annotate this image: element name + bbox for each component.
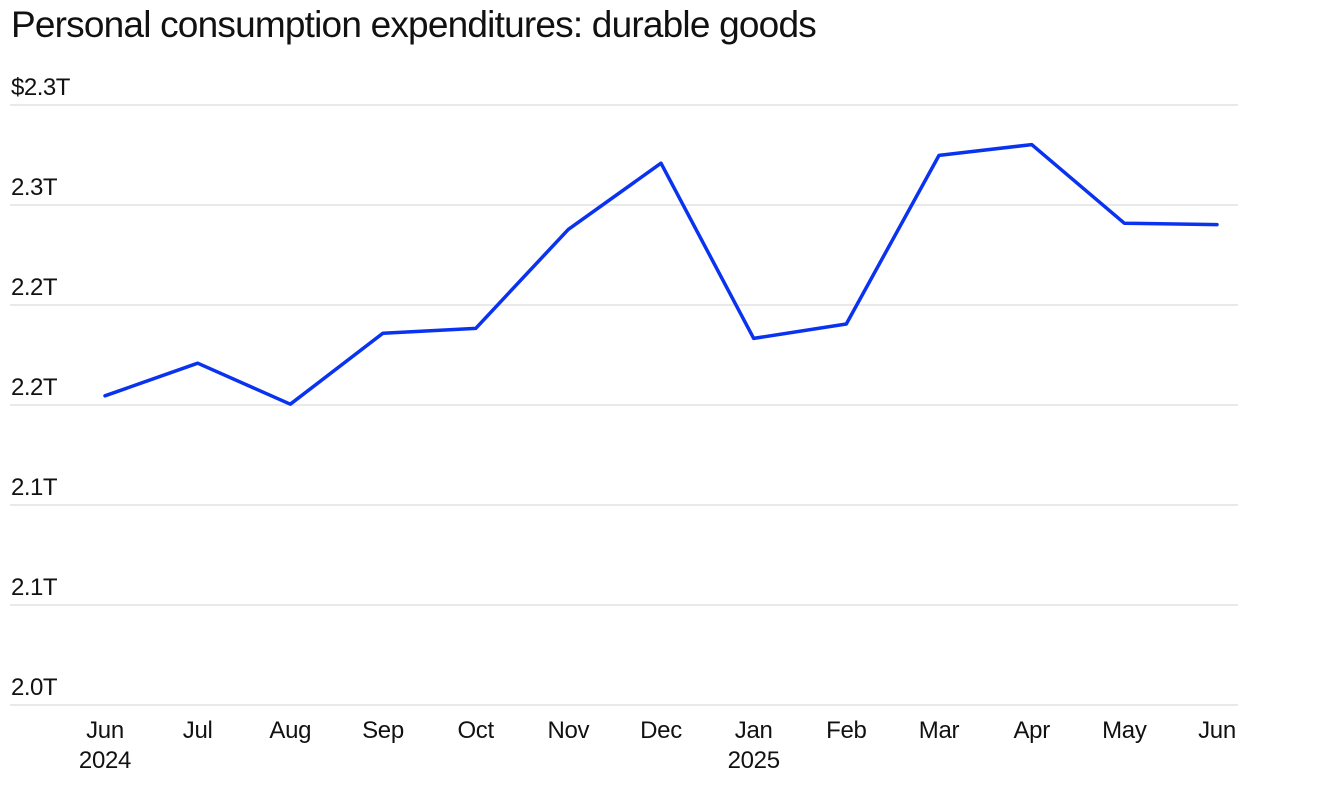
x-tick-label: Jan [735,717,773,744]
x-tick-label: Jul [183,717,213,744]
y-tick-label: 2.2T [11,274,58,301]
x-tick-label: May [1102,717,1147,744]
x-tick-label: Apr [1013,717,1050,744]
series-line [103,142,1219,406]
x-tick-label: Sep [362,717,404,744]
y-axis-ticks: $2.3T 2.3T 2.2T 2.2T 2.1T 2.1T 2.0T [11,74,71,701]
x-tick-label: Dec [640,717,682,744]
x-tick-label: Aug [269,717,311,744]
y-tick-label: 2.3T [11,174,58,201]
y-tick-label: 2.1T [11,574,58,601]
x-tick-label: Feb [826,717,866,744]
series-layer [103,142,1219,406]
x-tick-label: Nov [547,717,589,744]
x-tick-label: Mar [919,717,960,744]
x-tick-label: Jun [86,717,124,744]
x-year-label: 2025 [728,747,780,774]
x-year-label: 2024 [79,747,131,774]
y-tick-label: 2.2T [11,374,58,401]
y-tick-label: 2.0T [11,674,58,701]
chart-title: Personal consumption expenditures: durab… [11,4,817,45]
y-tick-label: $2.3T [11,74,71,101]
y-tick-label: 2.1T [11,474,58,501]
x-tick-label: Jun [1198,717,1236,744]
x-tick-label: Oct [457,717,494,744]
gridlines [10,104,1238,706]
x-axis-ticks: Jun Jul Aug Sep Oct Nov Dec Jan Feb Mar Apr May Jun 2… [79,717,1236,774]
